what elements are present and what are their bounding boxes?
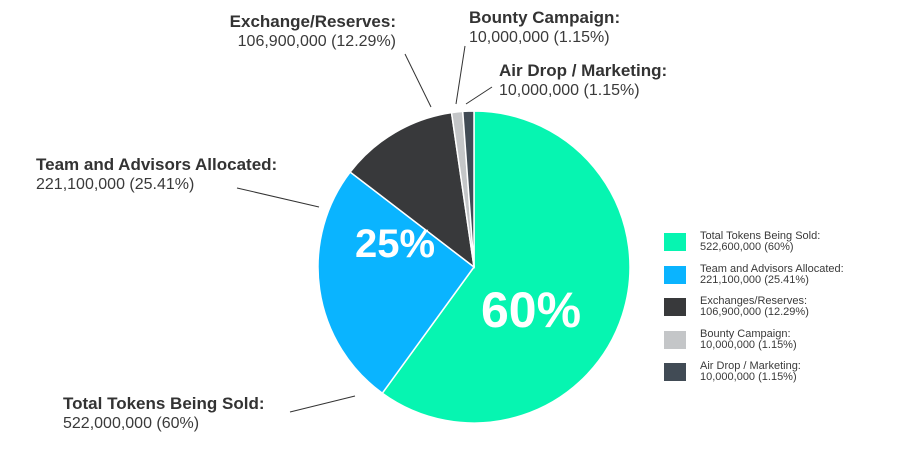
- pie-slices: [317, 110, 631, 424]
- legend-label: Exchanges/Reserves:: [700, 295, 807, 307]
- legend-value: 10,000,000 (1.15%): [700, 371, 797, 383]
- legend-text: Air Drop / Marketing: 10,000,000 (1.15%): [700, 361, 801, 383]
- legend-text: Exchanges/Reserves: 106,900,000 (12.29%): [700, 296, 809, 318]
- callout-air-drop: Air Drop / Marketing: 10,000,000 (1.15%): [499, 61, 667, 100]
- legend-label: Bounty Campaign:: [700, 327, 791, 340]
- callout-value: 522,000,000 (60%): [63, 415, 200, 432]
- slice-label-team-advisors: 25%: [355, 222, 435, 266]
- callout-total-tokens: Total Tokens Being Sold: 522,000,000 (60…: [63, 394, 265, 433]
- callout-title: Team and Advisors Allocated:: [36, 155, 278, 174]
- legend-label: Team and Advisors Allocated:: [700, 262, 844, 275]
- chart-legend: Total Tokens Being Sold: 522,600,000 (60…: [664, 230, 894, 393]
- legend-text: Total Tokens Being Sold: 522,600,000 (60…: [700, 231, 820, 253]
- legend-text: Bounty Campaign: 10,000,000 (1.15%): [700, 327, 797, 351]
- pie-slice-air-drop: [461, 110, 475, 268]
- leader-line-bounty-campaign: [455, 45, 466, 105]
- leader-line-exchange-reserves: [404, 53, 432, 108]
- legend-swatch: [664, 330, 686, 349]
- callout-team-advisors: Team and Advisors Allocated: 221,100,000…: [36, 155, 277, 194]
- callout-exchange-reserves: Exchange/Reserves: 106,900,000 (12.29%): [210, 12, 396, 51]
- legend-item-exchanges-reserves: Exchanges/Reserves: 106,900,000 (12.29%): [664, 295, 894, 325]
- leader-lines: [236, 45, 493, 413]
- legend-swatch: [664, 363, 686, 381]
- legend-swatch: [664, 298, 686, 316]
- callout-bounty-campaign: Bounty Campaign: 10,000,000 (1.15%): [469, 8, 620, 47]
- legend-item-total-tokens: Total Tokens Being Sold: 522,600,000 (60…: [664, 230, 894, 260]
- pie-slice-total-tokens: [381, 110, 631, 424]
- legend-value: 10,000,000 (1.15%): [700, 338, 797, 351]
- callout-title: Total Tokens Being Sold:: [63, 394, 265, 413]
- legend-item-team-advisors: Team and Advisors Allocated: 221,100,000…: [664, 263, 894, 293]
- slice-label-total-tokens: 60%: [481, 282, 581, 338]
- legend-value: 106,900,000 (12.29%): [700, 306, 809, 318]
- legend-label: Air Drop / Marketing:: [700, 360, 801, 372]
- legend-value: 221,100,000 (25.41%): [700, 273, 809, 286]
- legend-text: Team and Advisors Allocated: 221,100,000…: [700, 262, 844, 286]
- leader-line-total-tokens: [289, 395, 356, 413]
- callout-value: 10,000,000 (1.15%): [469, 29, 610, 46]
- callout-value: 221,100,000 (25.41%): [36, 176, 195, 193]
- legend-swatch: [664, 233, 686, 251]
- callout-value: 106,900,000 (12.29%): [237, 33, 396, 50]
- pie-slice-exchange-reserves: [349, 111, 476, 269]
- callout-title: Bounty Campaign:: [469, 8, 621, 27]
- legend-item-air-drop: Air Drop / Marketing: 10,000,000 (1.15%): [664, 360, 894, 390]
- pie-slice-team-advisors: [317, 171, 476, 395]
- leader-line-air-drop: [465, 86, 493, 105]
- legend-value: 522,600,000 (60%): [700, 241, 794, 253]
- callout-value: 10,000,000 (1.15%): [499, 82, 640, 99]
- legend-item-bounty-campaign: Bounty Campaign: 10,000,000 (1.15%): [664, 328, 894, 358]
- callout-title: Exchange/Reserves:: [229, 12, 396, 31]
- legend-label: Total Tokens Being Sold:: [700, 230, 821, 242]
- callout-title: Air Drop / Marketing:: [499, 61, 668, 80]
- legend-swatch: [664, 265, 686, 284]
- leader-line-team-advisors: [236, 187, 320, 208]
